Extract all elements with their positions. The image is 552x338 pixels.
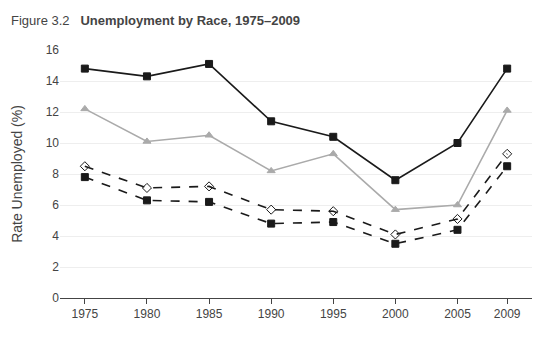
svg-text:16: 16 — [46, 43, 60, 57]
svg-text:10: 10 — [46, 136, 60, 150]
svg-text:2005: 2005 — [444, 307, 471, 321]
svg-text:1980: 1980 — [134, 307, 161, 321]
svg-text:Rate Unemployed (%): Rate Unemployed (%) — [9, 105, 25, 243]
svg-text:4: 4 — [52, 229, 59, 243]
svg-text:1990: 1990 — [258, 307, 285, 321]
svg-text:2009: 2009 — [494, 307, 521, 321]
svg-text:1985: 1985 — [196, 307, 223, 321]
svg-text:0: 0 — [52, 291, 59, 305]
svg-text:1975: 1975 — [71, 307, 98, 321]
svg-text:1995: 1995 — [320, 307, 347, 321]
svg-text:2000: 2000 — [382, 307, 409, 321]
svg-text:8: 8 — [52, 167, 59, 181]
svg-text:12: 12 — [46, 105, 60, 119]
svg-text:2: 2 — [52, 260, 59, 274]
svg-text:6: 6 — [52, 198, 59, 212]
svg-text:14: 14 — [46, 74, 60, 88]
svg-text:Figure 3.2 Unemployment by R: Figure 3.2 Unemployment by Race, 1975–20… — [11, 13, 300, 28]
